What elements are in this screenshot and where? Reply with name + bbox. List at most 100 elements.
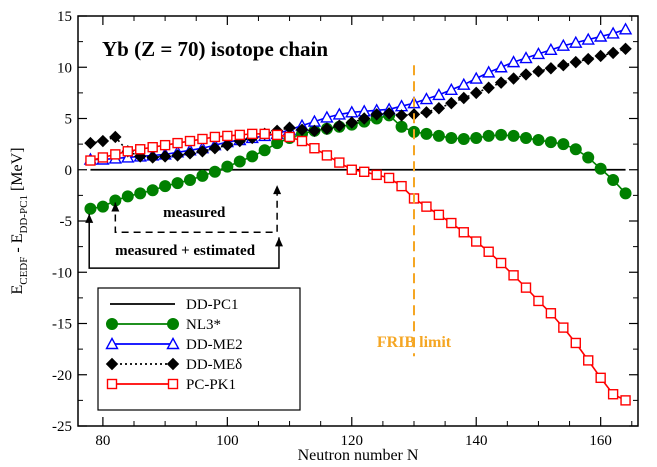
y-axis-label: ECEDF - EDD-PC1 [MeV] [9,147,30,294]
data-point-ddmed [171,149,184,162]
x-tick-label: 140 [465,433,488,449]
y-tick-label: 0 [65,163,73,179]
data-point-nl3 [146,184,159,197]
data-point-ddmed [84,136,97,150]
y-tick-label: 15 [57,9,72,25]
data-point-ddmed [183,147,197,160]
data-point-ddmed [482,81,495,94]
data-point-pcpk1 [110,149,121,160]
data-point-ddmed [606,46,620,60]
data-point-pcpk1 [271,129,283,141]
data-point-ddmed [532,65,545,78]
data-point-pcpk1 [558,322,569,333]
data-point-ddmed [382,107,396,120]
data-point-pcpk1 [570,337,581,349]
data-point-pcpk1 [433,209,445,221]
data-point-ddme2 [419,92,434,105]
series-nl3 [84,109,632,215]
x-tick-label: 160 [589,433,612,449]
data-point-ddme2 [531,46,546,60]
data-point-ddmed [582,52,595,66]
data-point-ddmed [432,102,446,115]
data-point-ddme2 [544,42,558,56]
data-point-nl3 [544,136,557,149]
data-point-nl3 [258,144,271,157]
data-point-pcpk1 [197,133,208,145]
data-point-nl3 [619,187,632,200]
legend-marker [166,357,180,371]
data-point-pcpk1 [247,128,258,140]
data-point-nl3 [420,127,433,140]
data-point-pcpk1 [471,236,482,247]
measured-label: measured [163,205,226,221]
legend-marker [105,337,119,350]
legend-item-ddpc1: DD-PC1 [110,297,239,313]
data-point-nl3 [121,190,134,203]
series-line-ddmed [90,48,626,159]
data-point-ddmed [358,112,371,125]
data-point-pcpk1 [159,139,171,151]
data-point-pcpk1 [184,135,196,147]
data-point-pcpk1 [147,141,158,153]
y-tick-label: -15 [52,317,72,333]
data-point-ddmed [569,55,582,69]
data-point-pcpk1 [222,130,233,142]
data-point-nl3 [184,174,196,186]
measured-estimated-label: measured + estimated [115,243,256,259]
data-point-pcpk1 [458,227,469,238]
data-point-nl3 [594,162,607,175]
data-point-pcpk1 [234,129,245,141]
data-point-pcpk1 [583,355,594,366]
legend-label: DD-MEδ [186,357,242,373]
data-point-nl3 [96,200,109,213]
data-point-nl3 [582,151,595,164]
data-point-pcpk1 [309,143,320,154]
data-point-ddme2 [569,35,583,48]
y-tick-label: 10 [57,60,72,76]
y-tick-label: -5 [60,214,73,230]
data-point-ddme2 [481,65,496,78]
data-point-ddme2 [606,26,620,39]
series-line-nl3 [90,114,627,210]
legend-label: PC-PK1 [186,377,236,393]
data-point-ddmed [470,86,483,100]
data-point-ddme2 [519,51,533,64]
data-point-pcpk1 [545,308,557,319]
measured-bracket: measured [114,185,278,234]
data-point-pcpk1 [334,157,345,168]
data-point-pcpk1 [359,166,370,178]
data-point-pcpk1 [495,257,507,269]
data-point-ddmed [96,134,110,148]
data-point-ddme2 [432,87,446,101]
data-point-nl3 [470,131,483,144]
data-point-ddmed [208,142,222,155]
data-point-ddmed [445,96,458,110]
data-point-ddmed [158,150,172,163]
data-point-nl3 [569,143,582,156]
data-point-pcpk1 [122,146,133,157]
data-point-nl3 [432,129,445,142]
data-point-pcpk1 [595,372,606,384]
data-point-pcpk1 [533,295,544,307]
legend-item-ddme2: DD-ME2 [105,337,243,353]
data-point-ddmed [420,106,433,119]
data-point-ddme2 [593,29,608,42]
legend-box [97,287,301,411]
data-point-nl3 [159,180,172,193]
data-point-nl3 [445,131,458,144]
data-point-pcpk1 [172,137,183,149]
data-point-ddmed [320,122,334,135]
legend-marker [167,318,179,330]
data-point-pcpk1 [446,217,457,229]
data-point-ddme2 [444,82,459,96]
series-layer [83,22,633,406]
data-point-ddmed [557,58,570,72]
data-point-pcpk1 [371,169,382,181]
data-point-ddmed [221,138,234,152]
legend-label: DD-ME2 [186,337,243,353]
data-point-ddme2 [457,77,471,90]
data-point-ddme2 [556,38,571,51]
data-point-nl3 [84,202,97,215]
data-point-pcpk1 [135,144,146,155]
